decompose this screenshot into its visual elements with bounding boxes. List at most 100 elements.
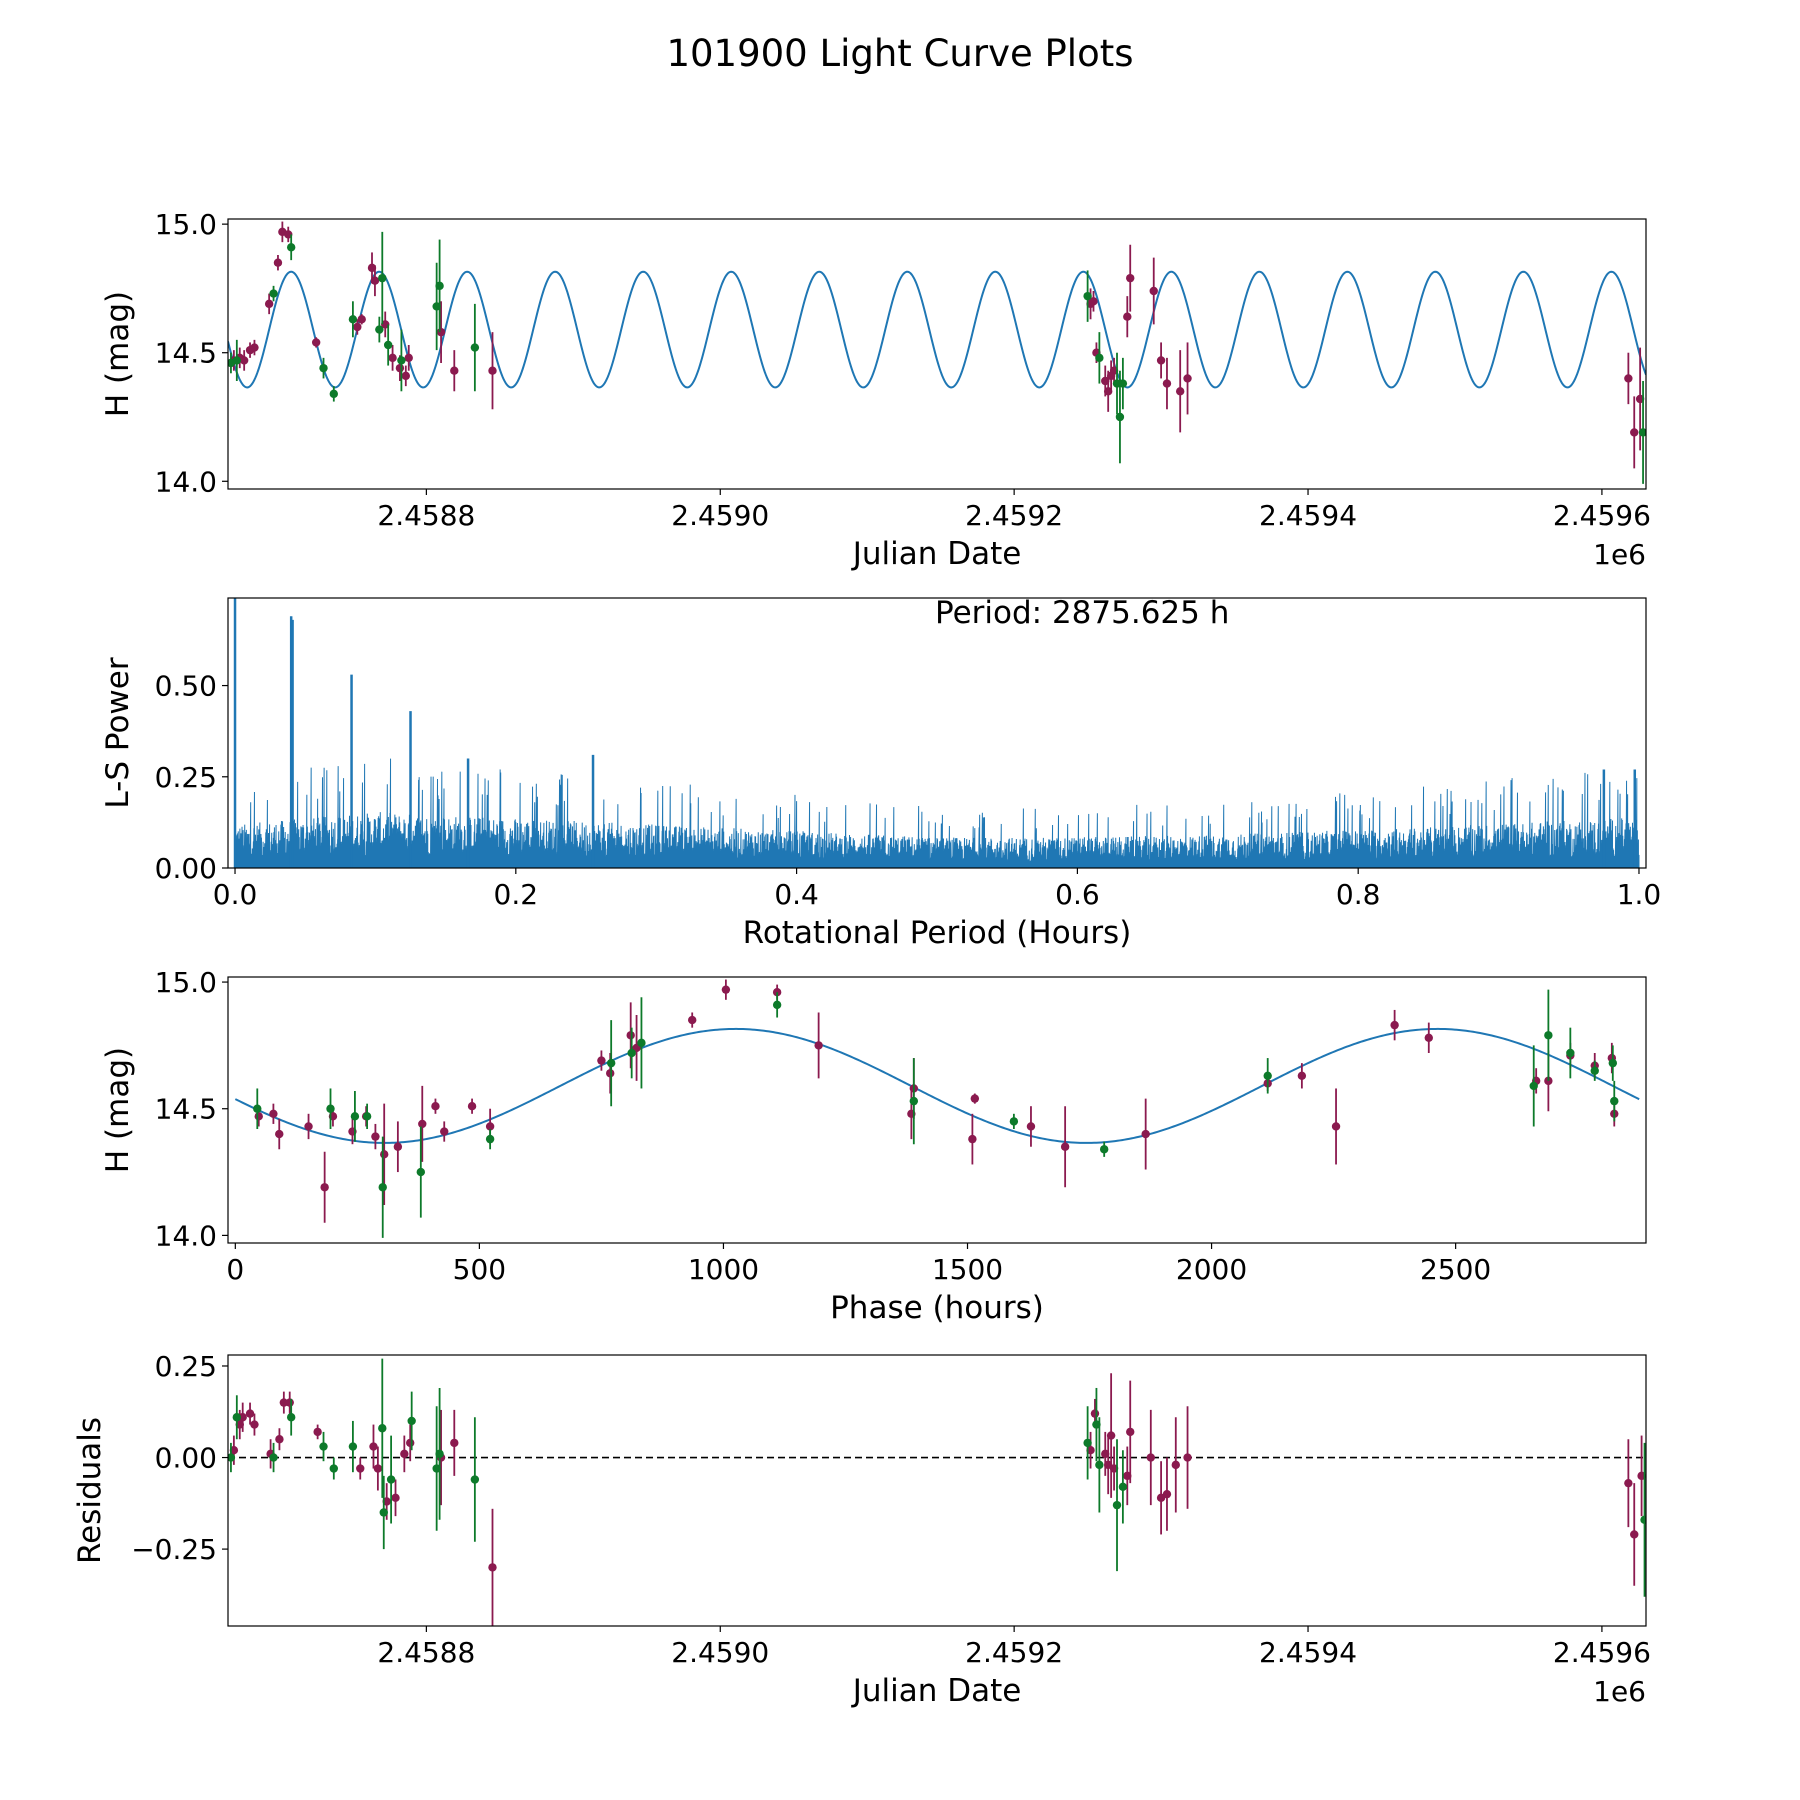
data-point (245, 1409, 255, 1418)
data-point (1566, 1048, 1575, 1058)
data-point (1112, 1500, 1122, 1510)
data-point (375, 325, 384, 334)
series-band-a (229, 1373, 1646, 1626)
x-tick-label: 0.2 (494, 878, 539, 911)
data-point (232, 356, 242, 365)
data-point (1590, 1066, 1599, 1075)
data-point (285, 1398, 294, 1407)
data-point (1126, 1427, 1135, 1437)
y-tick-label: 15.0 (155, 966, 217, 999)
data-point (627, 1048, 636, 1058)
data-point (371, 1132, 380, 1141)
data-point (1624, 374, 1633, 383)
data-point (1009, 1117, 1019, 1126)
data-point (406, 1438, 415, 1448)
data-point (436, 327, 446, 337)
x-tick-label: 1000 (688, 1253, 759, 1286)
y-tick-label: 0.25 (155, 761, 217, 794)
plot-area-phased (234, 979, 1640, 1238)
data-point (1390, 1020, 1399, 1030)
y-tick-label: 14.0 (155, 465, 217, 498)
data-point (378, 1424, 387, 1433)
data-point (1624, 1478, 1633, 1488)
data-point (418, 1119, 427, 1129)
data-point (383, 340, 393, 350)
x-tick-label: 0 (226, 1253, 244, 1286)
data-point (388, 353, 397, 363)
x-axis-label: Phase (hours) (830, 1290, 1044, 1326)
data-point (228, 1453, 236, 1462)
data-point (1171, 1460, 1180, 1470)
data-point (250, 343, 259, 352)
panel-residuals: 2.4588 2.4590 2.4592 2.4594 2.4596 −0.25 0.00 0… (72, 1350, 1651, 1709)
data-point (348, 1442, 358, 1451)
plot-area-lightcurve (228, 221, 1646, 484)
axes-frame (227, 597, 1647, 869)
data-point (637, 1038, 646, 1048)
y-tick-label: 14.0 (155, 1219, 217, 1252)
data-point (269, 289, 278, 298)
panel-phased: 0 500 1000 1500 2000 2500 14.0 14.5 15.0 Phase (h… (100, 966, 1647, 1326)
data-point (1118, 379, 1128, 388)
data-point (350, 1112, 360, 1121)
data-point (1156, 356, 1166, 365)
data-point (488, 366, 497, 375)
data-point (450, 1438, 459, 1448)
data-point (597, 1056, 606, 1065)
data-point (400, 1449, 409, 1459)
x-tick-label: 2.4592 (965, 1636, 1063, 1669)
data-point (319, 1442, 328, 1451)
data-point (239, 356, 249, 365)
data-point (688, 1015, 697, 1025)
data-point (1630, 1530, 1639, 1539)
series-band-b (228, 231, 1646, 484)
y-axis-label: H (mag) (100, 291, 136, 417)
data-point (1630, 428, 1639, 437)
data-point (1095, 1460, 1104, 1470)
data-point (379, 1508, 388, 1517)
data-point (1175, 387, 1185, 396)
data-point (721, 985, 731, 994)
data-point (450, 366, 459, 375)
chart-panels: 2.4588 2.4590 2.4592 2.4594 2.4596 14.0 14.5 15… (72, 208, 1661, 1709)
data-point (1424, 1033, 1433, 1043)
data-point (286, 1413, 296, 1422)
x-axis-label: Rotational Period (Hours) (743, 915, 1132, 951)
data-point (1060, 1142, 1070, 1151)
data-point (626, 1031, 635, 1040)
data-point (1083, 291, 1092, 301)
data-point (319, 363, 328, 373)
data-point (1297, 1071, 1307, 1081)
data-point (279, 1398, 289, 1407)
data-point (1099, 1145, 1109, 1154)
data-point (1610, 1096, 1619, 1106)
data-point (264, 299, 274, 309)
data-point (1141, 1129, 1150, 1139)
series-band-a (229, 221, 1645, 469)
power-spectrum (234, 758, 1640, 868)
x-tick-label: 0.4 (774, 878, 819, 911)
x-axis-label: Julian Date (851, 536, 1022, 572)
x-tick-label: 2.4588 (377, 1636, 475, 1669)
x-tick-label: 2.4592 (965, 499, 1063, 532)
data-point (379, 1150, 389, 1159)
data-point (1123, 312, 1132, 321)
data-point (606, 1058, 616, 1068)
data-point (373, 1464, 383, 1473)
y-tick-label: 0.00 (155, 1442, 217, 1475)
data-point (1083, 1438, 1092, 1448)
data-point (353, 322, 362, 332)
data-point (431, 1102, 440, 1111)
data-point (1608, 1058, 1618, 1068)
data-point (238, 1413, 247, 1422)
x-tick-label: 2.4596 (1553, 499, 1651, 532)
data-point (273, 258, 283, 267)
x-tick-label: 2.4594 (1259, 1636, 1357, 1669)
model-curve (234, 1027, 1640, 1144)
data-point (1146, 1453, 1156, 1462)
x-tick-label: 2.4596 (1553, 1636, 1651, 1669)
data-point (326, 1104, 335, 1113)
data-point (275, 1129, 284, 1139)
data-point (393, 1142, 403, 1151)
x-tick-label: 2.4590 (671, 1636, 769, 1669)
